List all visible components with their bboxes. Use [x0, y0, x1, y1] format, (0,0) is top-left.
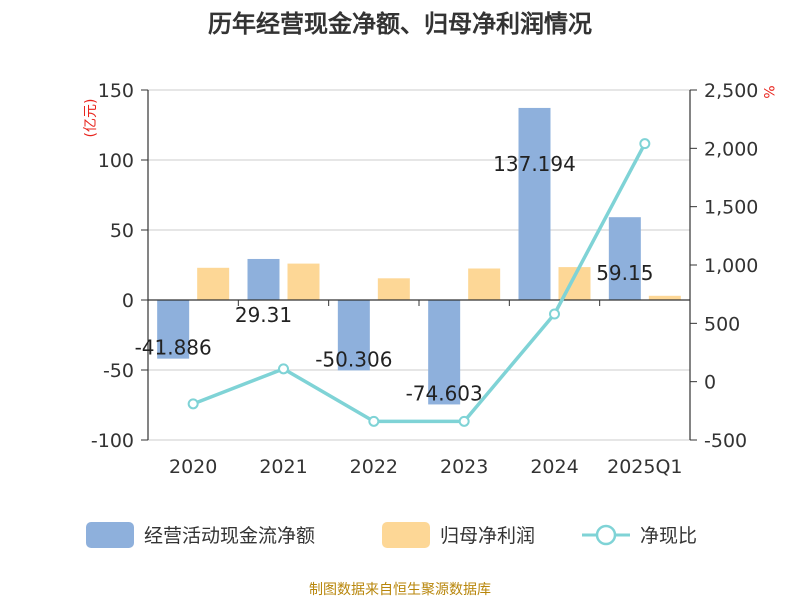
- x-tick-label-2025Q1: 2025Q1: [607, 456, 682, 478]
- ratio-line: [187, 138, 651, 427]
- legend-label-cashflow: 经营活动现金流净额: [144, 525, 315, 547]
- x-tick-label-2022: 2022: [350, 456, 398, 478]
- legend-marker-ratio: [595, 524, 617, 546]
- data-label-cashflow-2024: 137.194: [493, 152, 576, 176]
- left-tick-label-0: 150: [98, 80, 134, 102]
- bar-profit-2025Q1: [648, 295, 681, 300]
- ratio-point-2025Q1: [639, 138, 651, 150]
- legend-item-cashflow[interactable]: 经营活动现金流净额: [86, 522, 315, 548]
- bar-cashflow-2021: [247, 258, 280, 300]
- data-labels: -41.886 29.31 -50.306 -74.603 137.194 59.15: [135, 152, 654, 406]
- left-unit-label: (亿元): [83, 99, 99, 138]
- left-tick-label-3: 0: [122, 290, 134, 312]
- x-tick-label-2021: 2021: [259, 456, 307, 478]
- left-tick-label-1: 100: [98, 150, 134, 172]
- legend-item-profit[interactable]: 归母净利润: [382, 522, 535, 548]
- right-tick-label-1: 2,000: [704, 138, 758, 160]
- bar-cashflow-2024: [518, 107, 551, 300]
- right-unit-label: %: [760, 85, 776, 98]
- right-tick-label-2: 1,500: [704, 197, 758, 219]
- ratio-line-path: [192, 142, 647, 424]
- bar-cashflow-2023: [428, 300, 461, 405]
- bar-cashflow-2025Q1: [608, 217, 641, 300]
- bar-profit-2022: [377, 278, 410, 300]
- chart-title: 历年经营现金净额、归母净利润情况: [208, 10, 592, 38]
- ratio-point-2021: [278, 363, 289, 375]
- left-tick-label-4: -50: [103, 360, 134, 382]
- x-tick-label-2023: 2023: [440, 456, 488, 478]
- x-axis-ticks: 2020 2021 2022 2023 2024 2025Q1: [169, 456, 683, 478]
- right-tick-label-0: 2,500: [704, 80, 758, 102]
- data-label-cashflow-2021: 29.31: [235, 303, 292, 327]
- ratio-point-2024: [549, 308, 560, 320]
- legend-label-profit: 归母净利润: [440, 525, 535, 547]
- bar-profit-2023: [468, 268, 501, 300]
- x-tick-label-2024: 2024: [530, 456, 578, 478]
- left-axis-unit: (亿元): [83, 99, 99, 138]
- bars: [157, 107, 681, 405]
- bar-cashflow-2020: [157, 300, 190, 359]
- axes: [147, 90, 691, 440]
- legend-label-ratio: 净现比: [640, 525, 697, 547]
- data-label-cashflow-2023: -74.603: [406, 381, 483, 405]
- source-note: 制图数据来自恒生聚源数据库: [309, 582, 491, 598]
- data-label-cashflow-2022: -50.306: [315, 347, 392, 371]
- ratio-point-2023: [458, 415, 470, 427]
- right-tick-label-4: 500: [704, 313, 740, 335]
- ratio-point-2022: [368, 415, 380, 427]
- data-label-cashflow-2025Q1: 59.15: [596, 261, 653, 285]
- left-tick-label-2: 50: [110, 220, 134, 242]
- right-axis-ticks: 2,500 2,000 1,500 1,000 500 0 -500: [690, 80, 758, 452]
- right-tick-label-6: -500: [704, 430, 747, 452]
- bar-cashflow-2022: [337, 300, 370, 371]
- legend-swatch-cashflow: [86, 522, 134, 548]
- data-label-cashflow-2020: -41.886: [135, 336, 212, 360]
- bar-profit-2020: [197, 267, 230, 300]
- legend-item-ratio[interactable]: 净现比: [582, 524, 697, 547]
- left-tick-label-5: -100: [91, 430, 134, 452]
- left-axis-ticks: 150 100 50 0 -50 -100: [91, 80, 148, 452]
- bar-profit-2021: [287, 263, 320, 300]
- ratio-point-2020: [187, 398, 199, 410]
- x-tick-label-2020: 2020: [169, 456, 217, 478]
- right-axis-unit: %: [760, 85, 776, 98]
- right-tick-label-5: 0: [704, 372, 716, 394]
- legend-swatch-profit: [382, 522, 430, 548]
- right-tick-label-3: 1,000: [704, 255, 758, 277]
- legend: 经营活动现金流净额 归母净利润 净现比: [86, 522, 697, 548]
